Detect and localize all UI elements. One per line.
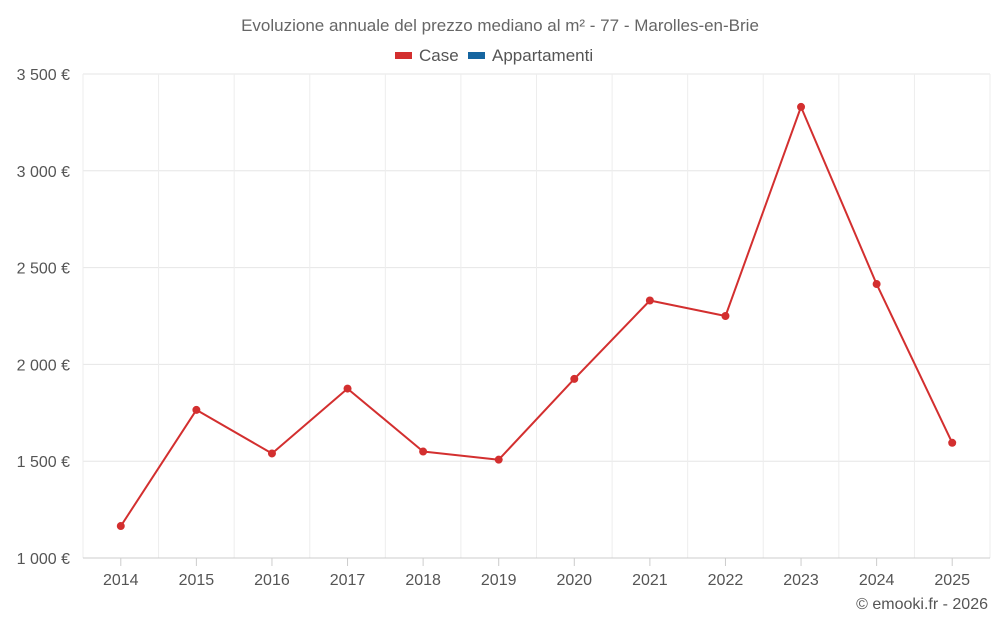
- data-point-2022: [721, 312, 730, 320]
- x-tick-label-2024: 2024: [859, 572, 895, 589]
- y-tick-label-1500: 1 500 €: [17, 454, 70, 471]
- x-tick-label-2015: 2015: [179, 572, 215, 589]
- x-tick-label-2014: 2014: [103, 572, 139, 589]
- axes: 1 000 € 1 500 € 2 000 € 2 500 € 3 000 € 3 500…: [17, 67, 990, 589]
- data-point-2025: [948, 438, 957, 447]
- y-tick-label-1000: 1 000 €: [17, 551, 70, 568]
- credit-text: © emooki.fr - 2026: [856, 596, 988, 613]
- x-tick-label-2023: 2023: [783, 572, 819, 589]
- legend-label-case: Case: [419, 46, 459, 65]
- series-case: [116, 102, 957, 531]
- legend-item-appartamenti[interactable]: Appartamenti: [468, 46, 593, 65]
- x-tick-label-2018: 2018: [405, 572, 441, 589]
- legend-item-case[interactable]: Case: [395, 46, 459, 65]
- legend-swatch-appartamenti: [468, 52, 485, 59]
- y-tick-label-2000: 2 000 €: [17, 357, 70, 374]
- x-tick-label-2016: 2016: [254, 572, 290, 589]
- y-tick-label-3500: 3 500 €: [17, 67, 70, 84]
- y-tick-label-3000: 3 000 €: [17, 164, 70, 181]
- data-point-2020: [570, 374, 579, 383]
- data-point-2018: [419, 447, 428, 456]
- grid: [82, 73, 991, 558]
- legend-swatch-case: [395, 52, 412, 59]
- x-tick-label-2017: 2017: [330, 572, 366, 589]
- legend: Case Appartamenti: [395, 46, 593, 65]
- data-point-2019: [494, 455, 503, 464]
- x-tick-label-2019: 2019: [481, 572, 517, 589]
- data-point-2023: [797, 102, 806, 111]
- data-point-2021: [645, 296, 654, 305]
- y-tick-label-2500: 2 500 €: [17, 261, 70, 278]
- data-point-2017: [343, 384, 352, 393]
- x-tick-label-2022: 2022: [708, 572, 744, 589]
- data-point-2014: [116, 522, 125, 531]
- x-tick-label-2020: 2020: [556, 572, 592, 589]
- x-tick-label-2025: 2025: [934, 572, 970, 589]
- data-point-2016: [267, 449, 276, 458]
- x-tick-label-2021: 2021: [632, 572, 668, 589]
- series-line-case: [119, 105, 954, 527]
- data-point-2024: [872, 280, 881, 289]
- legend-label-appartamenti: Appartamenti: [492, 46, 593, 65]
- data-point-2015: [192, 405, 201, 414]
- chart-title: Evoluzione annuale del prezzo mediano al…: [241, 16, 759, 35]
